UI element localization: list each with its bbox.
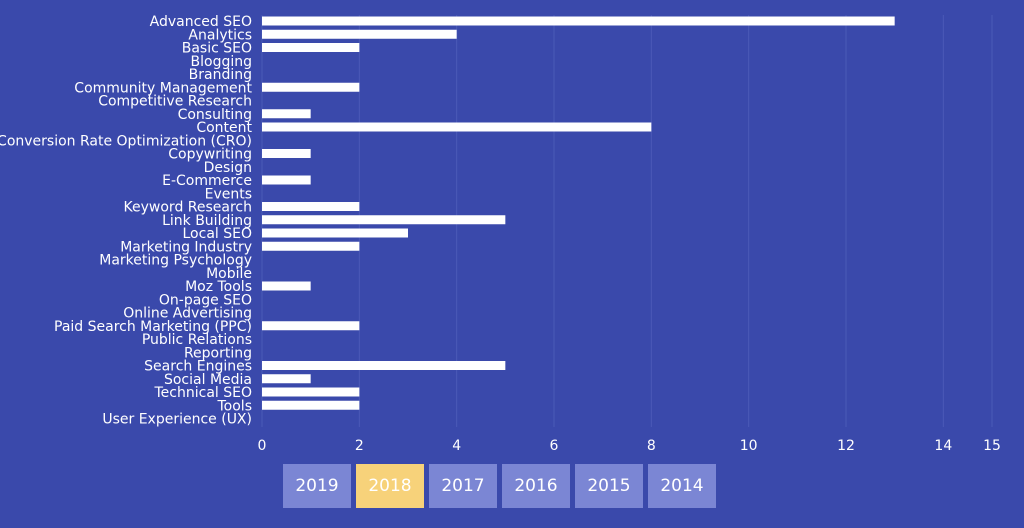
bar[interactable] — [262, 82, 360, 92]
bar[interactable] — [262, 175, 311, 185]
bars — [262, 16, 895, 410]
bar[interactable] — [262, 16, 895, 26]
x-tick-label: 4 — [452, 438, 461, 454]
category-label: Marketing Psychology — [99, 253, 252, 269]
x-tick-label: 10 — [740, 438, 758, 454]
bar[interactable] — [262, 215, 506, 225]
category-label: E-Commerce — [162, 173, 252, 189]
category-label: Online Advertising — [123, 306, 252, 322]
bar[interactable] — [262, 241, 360, 251]
category-label: Mobile — [206, 266, 252, 282]
category-label: Paid Search Marketing (PPC) — [54, 319, 252, 335]
year-tab[interactable]: 2015 — [575, 464, 643, 508]
category-label: Basic SEO — [182, 41, 252, 57]
category-label: User Experience (UX) — [102, 412, 252, 428]
x-axis-ticks: 0 2 4 6 8 10 12 14 15 — [258, 438, 1001, 454]
bar[interactable] — [262, 29, 457, 39]
year-tabs: 2019 2018 2017 2016 2015 2014 — [283, 464, 716, 508]
year-tab[interactable]: 2019 — [283, 464, 351, 508]
category-label: Content — [196, 120, 252, 136]
category-label: Public Relations — [142, 332, 252, 348]
x-tick-label: 12 — [837, 438, 855, 454]
bar[interactable] — [262, 228, 408, 238]
bar[interactable] — [262, 109, 311, 119]
bar[interactable] — [262, 281, 311, 291]
category-label: Blogging — [191, 54, 252, 70]
bar[interactable] — [262, 400, 360, 410]
category-label: Keyword Research — [124, 200, 252, 216]
category-label: Search Engines — [144, 359, 252, 375]
category-label: Consulting — [178, 107, 252, 123]
year-tab[interactable]: 2017 — [429, 464, 497, 508]
x-tick-label: 15 — [983, 438, 1001, 454]
x-tick-label: 8 — [647, 438, 656, 454]
category-label: Events — [205, 186, 252, 202]
category-label: Analytics — [188, 27, 252, 43]
bar[interactable] — [262, 387, 360, 397]
category-label: Social Media — [164, 372, 252, 388]
bar[interactable] — [262, 149, 311, 158]
bar[interactable] — [262, 361, 506, 370]
bar[interactable] — [262, 43, 360, 52]
category-label: Reporting — [184, 345, 252, 361]
category-label: Advanced SEO — [150, 14, 252, 30]
category-label: Competitive Research — [98, 94, 252, 110]
category-label: Branding — [189, 67, 252, 83]
x-tick-label: 0 — [258, 438, 267, 454]
bar[interactable] — [262, 122, 652, 132]
bar[interactable] — [262, 202, 360, 211]
year-tab[interactable]: 2018 — [356, 464, 424, 508]
x-tick-label: 2 — [355, 438, 364, 454]
category-label: Copywriting — [168, 147, 252, 163]
category-label: Design — [204, 160, 252, 176]
x-tick-label: 6 — [550, 438, 559, 454]
bar[interactable] — [262, 374, 311, 384]
category-label: Technical SEO — [154, 385, 253, 401]
category-label: Marketing Industry — [120, 239, 252, 255]
category-label: Conversion Rate Optimization (CRO) — [0, 133, 252, 149]
x-tick-label: 14 — [934, 438, 952, 454]
category-label: Link Building — [162, 213, 252, 229]
category-label: Local SEO — [183, 226, 253, 242]
category-label: Moz Tools — [185, 279, 252, 295]
year-tab[interactable]: 2016 — [502, 464, 570, 508]
bar[interactable] — [262, 321, 360, 331]
category-label: Tools — [217, 398, 253, 414]
year-tab[interactable]: 2014 — [648, 464, 716, 508]
category-label: On-page SEO — [159, 292, 252, 308]
category-label: Community Management — [74, 80, 252, 96]
